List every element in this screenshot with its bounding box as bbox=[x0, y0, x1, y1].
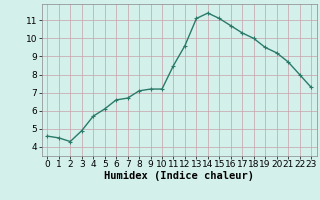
X-axis label: Humidex (Indice chaleur): Humidex (Indice chaleur) bbox=[104, 171, 254, 181]
